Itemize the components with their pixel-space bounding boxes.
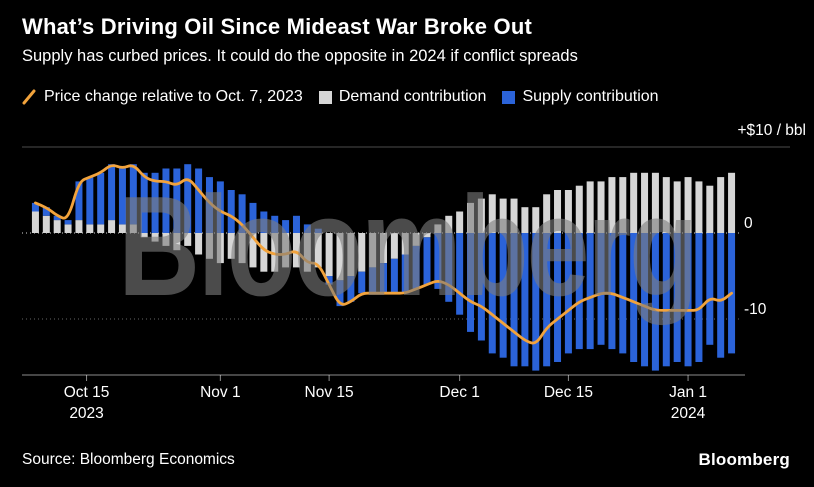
- chart-legend: Price change relative to Oct. 7, 2023 Dem…: [22, 88, 659, 106]
- demand-bars: [31, 172, 736, 281]
- x-tick-year-label: 2024: [671, 405, 706, 422]
- legend-item: Price change relative to Oct. 7, 2023: [22, 88, 303, 106]
- x-axis: Oct 15 2023 Nov 1 Nov 15 Dec 1 Dec 15 Jan 1 202…: [22, 374, 745, 422]
- y-tick-label: 0: [744, 215, 753, 232]
- legend-label: Supply contribution: [522, 88, 659, 105]
- gridlines: [22, 146, 790, 320]
- supply-bars: [31, 164, 736, 371]
- chart-title: What’s Driving Oil Since Mideast War Bro…: [22, 14, 532, 39]
- y-axis-unit-label: +$10 / bbl: [737, 122, 806, 139]
- x-tick-year-label: 2023: [69, 405, 103, 422]
- supply-swatch-icon: [502, 90, 516, 104]
- x-tick-label: Jan 1: [669, 384, 707, 401]
- x-tick-label: Dec 15: [544, 384, 593, 401]
- x-tick-label: Dec 1: [439, 384, 480, 401]
- bloomberg-logo: Bloomberg: [698, 450, 790, 469]
- x-tick-label: Oct 15: [64, 384, 110, 401]
- price-change-line: [34, 164, 733, 345]
- source-note: Source: Bloomberg Economics: [22, 451, 235, 468]
- legend-label: Demand contribution: [338, 88, 487, 105]
- y-tick-label: -10: [744, 301, 767, 318]
- legend-label: Price change relative to Oct. 7, 2023: [44, 88, 303, 105]
- chart-subtitle: Supply has curbed prices. It could do th…: [22, 47, 578, 65]
- y-axis-labels: +$10 / bbl 0 -10: [737, 122, 806, 318]
- x-tick-label: Nov 15: [305, 384, 354, 401]
- demand-swatch-icon: [318, 90, 332, 104]
- x-tick-label: Nov 1: [200, 384, 241, 401]
- legend-item: Supply contribution: [502, 88, 659, 106]
- price-line-legend-icon: [22, 89, 36, 105]
- legend-item: Demand contribution: [318, 88, 487, 106]
